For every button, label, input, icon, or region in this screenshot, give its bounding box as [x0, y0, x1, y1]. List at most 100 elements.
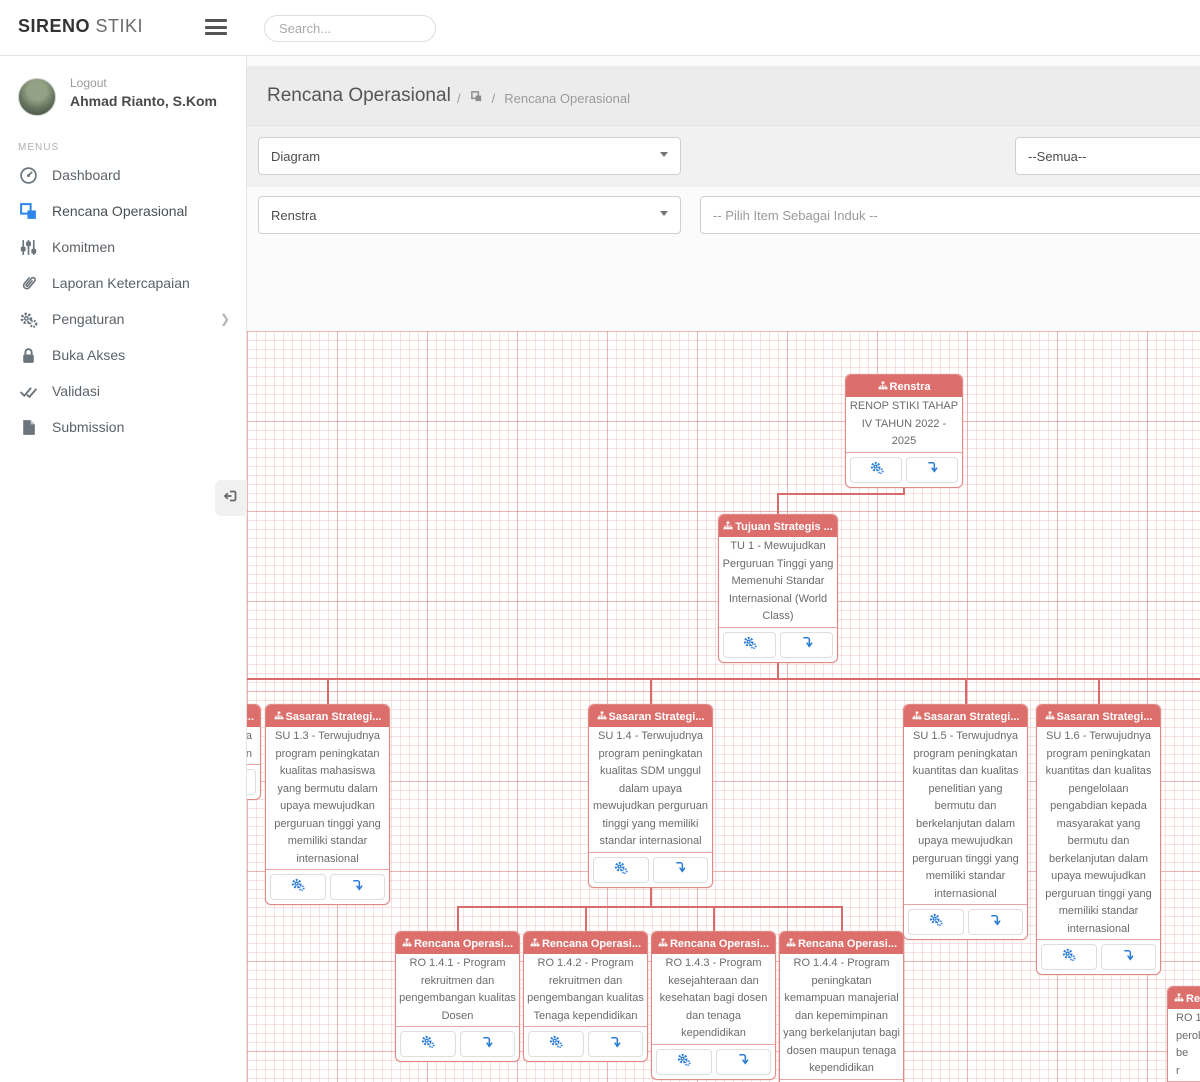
scope-select[interactable]: --Semua--	[1015, 137, 1200, 175]
node-title: Sasaran Strategi...	[608, 711, 705, 723]
diagram-node-ro-partial-right[interactable]: Rencana Operasi... RO 1 perole be r	[1167, 986, 1200, 1082]
node-move-down-button[interactable]	[459, 1031, 515, 1057]
node-body: RO 1.4.3 - Program kesejahteraan dan kes…	[659, 957, 768, 1039]
node-header[interactable]: Tujuan Strategis ...	[719, 515, 837, 537]
chevron-down-icon	[660, 211, 668, 216]
user-name: Ahmad Rianto, S.Kom	[70, 93, 218, 109]
node-header[interactable]: Rencana Operasi...	[1168, 987, 1200, 1009]
sitemap-icon	[912, 711, 922, 724]
node-move-down-button[interactable]	[906, 456, 958, 483]
diagram-node-sasaran-partial-left[interactable]: ... ...a ...n	[247, 704, 261, 800]
sidebar-item-dashboard[interactable]: Dashboard	[0, 157, 246, 193]
node-settings-button[interactable]	[908, 909, 964, 935]
node-body: SU 1.5 - Terwujudnya program peningkatan…	[912, 730, 1019, 900]
sidebar-item-submission[interactable]: Submission	[0, 409, 246, 445]
sitemap-icon	[597, 711, 607, 724]
diagram-node-ro-1-4-2[interactable]: Rencana Operasi... RO 1.4.2 - Program rek…	[523, 931, 648, 1062]
diagram-node-ro-1-4-1[interactable]: Rencana Operasi... RO 1.4.1 - Program rek…	[395, 931, 520, 1062]
node-footer	[589, 851, 712, 887]
diagram-node-ro-1-4-4[interactable]: Rencana Operasi... RO 1.4.4 - Program pen…	[779, 931, 904, 1082]
main-content: Rencana Operasional / / Rencana Operasio…	[247, 56, 1200, 1082]
node-move-down-button[interactable]	[652, 856, 708, 883]
sidebar-item-label: Laporan Ketercapaian	[52, 275, 190, 291]
diagram-node-renstra[interactable]: Renstra RENOP STIKI TAHAP IV TAHUN 2022 -…	[845, 374, 963, 488]
node-settings-button[interactable]	[850, 456, 902, 483]
diagram-node-ro-1-4-3[interactable]: Rencana Operasi... RO 1.4.3 - Program kes…	[651, 931, 776, 1080]
hamburger-menu-icon[interactable]	[205, 19, 227, 37]
diagram-node-sasaran-su-1-5[interactable]: Sasaran Strategi... SU 1.5 - Terwujudnya …	[903, 704, 1028, 940]
sidebar-item-laporan-ketercapaian[interactable]: Laporan Ketercapaian	[0, 265, 246, 301]
sidebar-item-label: Pengaturan	[52, 311, 125, 327]
node-header[interactable]: Rencana Operasi...	[524, 932, 647, 954]
node-footer	[396, 1026, 519, 1061]
sitemap-icon	[658, 938, 668, 951]
down-arrow-icon	[988, 913, 1002, 932]
sidebar-item-komitmen[interactable]: Komitmen	[0, 229, 246, 265]
plan-crumb-icon[interactable]	[470, 90, 483, 106]
diagram-canvas[interactable]: Renstra RENOP STIKI TAHAP IV TAHUN 2022 -…	[247, 331, 1200, 1082]
sitemap-icon	[1045, 711, 1055, 724]
node-header[interactable]: Sasaran Strategi...	[1037, 705, 1160, 727]
connector-line	[1098, 678, 1100, 704]
diagram-node-sasaran-su-1-4[interactable]: Sasaran Strategi... SU 1.4 - Terwujudnya …	[588, 704, 713, 888]
breadcrumb-separator: /	[457, 90, 461, 106]
diagram-node-sasaran-su-1-6[interactable]: Sasaran Strategi... SU 1.6 - Terwujudnya …	[1036, 704, 1161, 975]
node-header[interactable]: Sasaran Strategi...	[904, 705, 1027, 727]
diagram-node-sasaran-su-1-3[interactable]: Sasaran Strategi... SU 1.3 - Terwujudnya …	[265, 704, 390, 905]
node-settings-button[interactable]	[656, 1048, 712, 1075]
node-move-down-button[interactable]	[715, 1048, 771, 1075]
node-settings-button[interactable]	[270, 874, 326, 900]
search-input[interactable]	[264, 15, 436, 42]
node-header[interactable]: Renstra	[846, 375, 962, 397]
gear-icon	[290, 877, 305, 897]
node-settings-button[interactable]	[593, 856, 649, 883]
node-settings-button[interactable]	[1041, 944, 1097, 970]
parent-item-input[interactable]	[700, 196, 1200, 234]
logout-link[interactable]: Logout	[70, 76, 107, 90]
node-settings-button[interactable]	[723, 631, 776, 658]
node-move-down-button[interactable]	[1100, 944, 1156, 970]
avatar[interactable]	[18, 78, 56, 116]
connector-line	[965, 678, 967, 704]
node-settings-button[interactable]	[528, 1031, 584, 1057]
node-body: RO 1 perole be r	[1176, 1012, 1200, 1077]
node-title: Sasaran Strategi...	[285, 711, 382, 723]
breadcrumb-current[interactable]: Rencana Operasional	[504, 90, 630, 106]
chevron-down-icon	[660, 152, 668, 157]
node-title: ...	[247, 711, 254, 723]
plan-icon	[18, 201, 38, 221]
down-arrow-icon	[480, 1035, 494, 1054]
view-select-value: Diagram	[271, 148, 321, 164]
node-footer	[266, 869, 389, 904]
node-move-down-button[interactable]	[967, 909, 1023, 935]
sidebar-item-rencana-operasional[interactable]: Rencana Operasional	[0, 193, 246, 229]
node-header[interactable]: ...	[247, 705, 260, 727]
sidebar-collapse-button[interactable]	[215, 480, 247, 516]
source-select[interactable]: Renstra	[258, 196, 681, 234]
sidebar-item-pengaturan[interactable]: Pengaturan ❯	[0, 301, 246, 337]
node-move-down-button[interactable]	[780, 631, 833, 658]
node-header[interactable]: Sasaran Strategi...	[266, 705, 389, 727]
node-title: Rencana Operasi...	[541, 938, 642, 950]
view-select[interactable]: Diagram	[258, 137, 681, 175]
sidebar: Logout Ahmad Rianto, S.Kom MENUS Dashboa…	[0, 56, 247, 1082]
paperclip-icon	[18, 273, 38, 293]
chevron-right-icon: ❯	[219, 312, 230, 326]
node-footer	[1037, 939, 1160, 974]
diagram-node-tujuan-strategis[interactable]: Tujuan Strategis ... TU 1 - Mewujudkan Pe…	[718, 514, 838, 663]
node-header[interactable]: Sasaran Strategi...	[589, 705, 712, 727]
node-header[interactable]: Rencana Operasi...	[396, 932, 519, 954]
node-header[interactable]: Rencana Operasi...	[652, 932, 775, 954]
gear-icon	[742, 635, 757, 655]
sidebar-item-buka-akses[interactable]: Buka Akses	[0, 337, 246, 373]
down-arrow-icon	[736, 1052, 750, 1071]
sliders-icon	[18, 237, 38, 257]
node-header[interactable]: Rencana Operasi...	[780, 932, 903, 954]
node-move-down-button[interactable]	[587, 1031, 643, 1057]
file-icon	[18, 417, 38, 437]
node-settings-button[interactable]	[400, 1031, 456, 1057]
node-move-down-button[interactable]	[247, 769, 256, 795]
node-footer	[524, 1026, 647, 1061]
node-move-down-button[interactable]	[329, 874, 385, 900]
sidebar-item-validasi[interactable]: Validasi	[0, 373, 246, 409]
